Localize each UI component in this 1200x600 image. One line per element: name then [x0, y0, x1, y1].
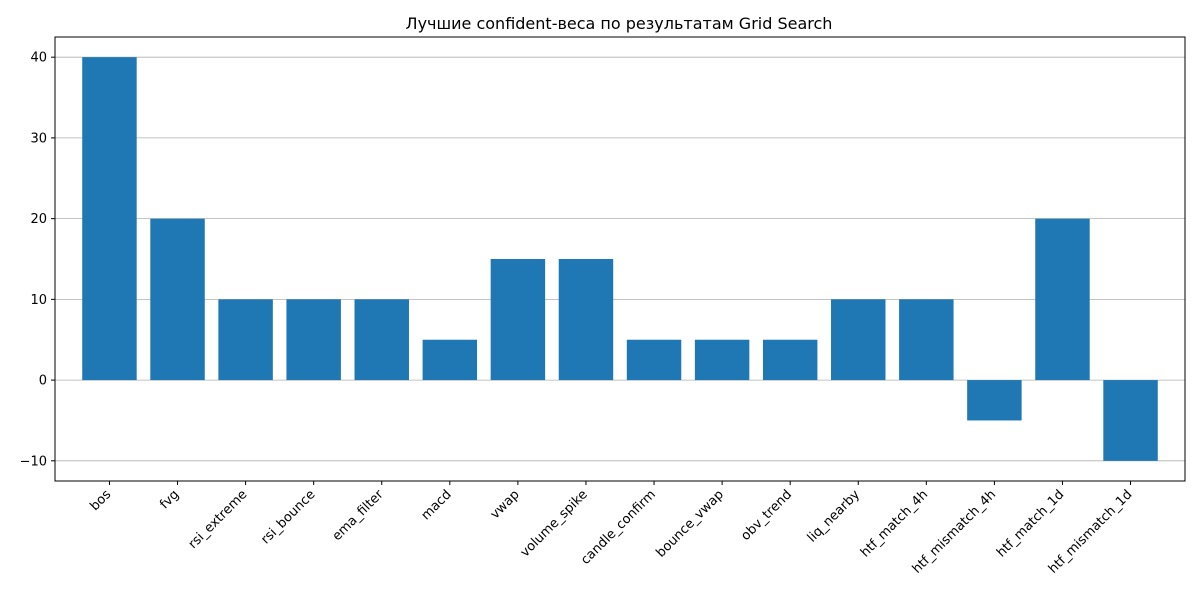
x-tick-label: liq_nearby: [805, 487, 864, 546]
y-tick-label: −10: [20, 454, 47, 469]
x-tick-label: vwap: [488, 487, 523, 522]
bar-rsi_extreme: [218, 299, 273, 381]
y-axis: −10 0 10 20 30 40: [20, 51, 55, 469]
y-tick-label: 0: [39, 374, 47, 389]
x-axis: bos fvg rsi_extreme rsi_bounce ema_filter mac…: [87, 481, 1135, 577]
x-tick-label: candle_confirm: [578, 487, 659, 568]
x-tick-label: htf_match_1d: [994, 487, 1067, 560]
x-tick-label: ema_filter: [330, 487, 387, 544]
x-tick-label: obv_trend: [738, 487, 795, 544]
bars: [82, 57, 1158, 461]
y-tick-label: 20: [30, 212, 47, 227]
bar-liq_nearby: [831, 299, 886, 381]
y-tick-label: 40: [30, 51, 47, 66]
x-tick-label: macd: [419, 487, 455, 523]
y-tick-label: 10: [30, 293, 47, 308]
bar-rsi_bounce: [286, 299, 341, 381]
bar-candle_confirm: [626, 339, 682, 381]
bar-htf_match_1d: [1035, 218, 1090, 381]
bar-bos: [82, 57, 137, 381]
bar-volume_spike: [558, 259, 614, 381]
x-tick-label: rsi_extreme: [186, 487, 251, 552]
bar-htf_mismatch_1d: [1103, 380, 1158, 461]
bar-fvg: [150, 218, 205, 381]
bar-bounce_vwap: [694, 339, 750, 381]
x-tick-label: bos: [87, 487, 114, 514]
bar-macd: [422, 339, 478, 381]
x-tick-label: volume_spike: [518, 487, 591, 560]
bar-obv_trend: [762, 339, 818, 381]
x-tick-label: fvg: [157, 487, 182, 512]
y-tick-label: 30: [30, 131, 47, 146]
axes-frame: [54, 36, 1186, 482]
bar-htf_mismatch_4h: [967, 380, 1022, 421]
x-tick-label: htf_match_4h: [858, 487, 931, 560]
x-tick-label: rsi_bounce: [258, 487, 318, 547]
bar-ema_filter: [354, 299, 409, 381]
bar-vwap: [490, 259, 546, 381]
bar-htf_match_4h: [899, 299, 954, 381]
x-tick-label: bounce_vwap: [653, 487, 726, 560]
chart-title: Лучшие confident-веса по результатам Gri…: [406, 14, 833, 33]
